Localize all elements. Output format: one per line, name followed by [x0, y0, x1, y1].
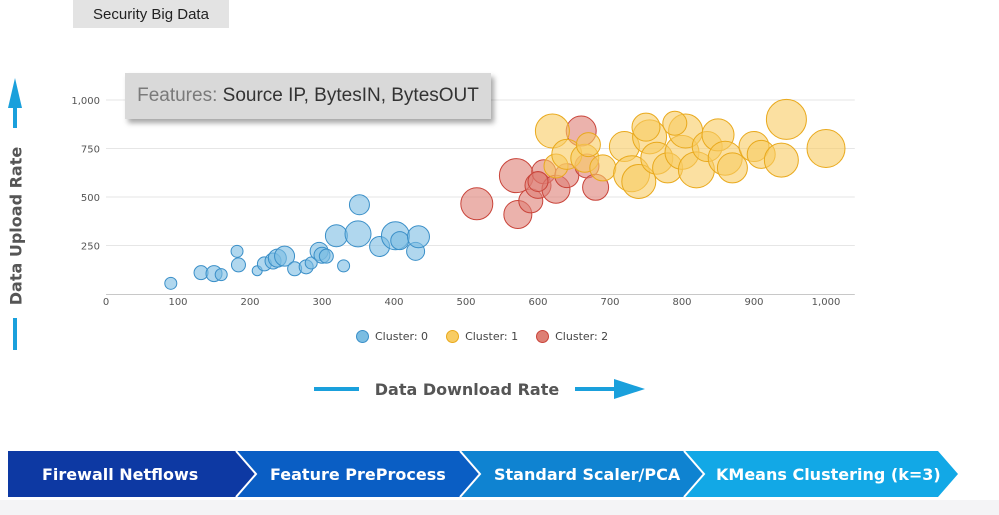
x-tick-label-5: 500 — [456, 297, 475, 308]
bubble-cluster-0-3 — [214, 268, 228, 282]
y-tick-label-2: 750 — [81, 145, 100, 156]
chart-legend: Cluster: 0 Cluster: 1 Cluster: 2 — [356, 330, 608, 343]
bubble-cluster-0-5 — [230, 257, 246, 273]
x-axis-right-arrow-icon — [614, 379, 645, 399]
page-title: Security Big Data — [73, 0, 229, 28]
x-tick-label-8: 800 — [672, 297, 691, 308]
features-annotation: Features: Source IP, BytesIN, BytesOUT — [125, 73, 491, 119]
bubble-cluster-1-0 — [534, 113, 570, 149]
x-tick-label-9: 900 — [744, 297, 763, 308]
pipeline-arrow-3 — [460, 451, 704, 497]
bubble-cluster-1-17 — [716, 152, 748, 184]
x-tick-label-1: 100 — [168, 297, 187, 308]
pipeline-arrow-2 — [236, 451, 480, 497]
bubble-cluster-1-24 — [631, 112, 661, 142]
pipeline-step-netflows: Firewall Netflows — [42, 464, 199, 484]
legend-item-cluster-1[interactable]: Cluster: 1 — [446, 330, 518, 343]
pipeline-arrow-1 — [8, 451, 256, 497]
legend-label-cluster-0: Cluster: 0 — [375, 330, 429, 343]
bubble-cluster-0-23 — [390, 231, 410, 251]
x-tick-label-2: 200 — [240, 297, 259, 308]
bubble-cluster-0-4 — [230, 244, 244, 258]
bubble-cluster-0-16 — [318, 248, 334, 264]
bubble-cluster-1-20 — [763, 142, 799, 178]
legend-marker-cluster-1 — [446, 330, 460, 343]
x-tick-label-10: 1,000 — [812, 297, 841, 308]
bubble-cluster-1-7 — [621, 163, 657, 199]
y-tick-label-0: 250 — [81, 242, 100, 253]
bubble-cluster-0-20 — [348, 194, 370, 216]
legend-label-cluster-2: Cluster: 2 — [555, 330, 609, 343]
legend-marker-cluster-2 — [536, 330, 550, 343]
bubble-cluster-1-22 — [806, 129, 846, 168]
x-tick-label-4: 400 — [384, 297, 403, 308]
pipeline-step-scaler: Standard Scaler/PCA — [494, 464, 681, 484]
pipeline-step-kmeans: KMeans Clustering (k=3) — [716, 464, 941, 484]
x-axis-left-dash — [314, 387, 359, 391]
bubble-cluster-0-10 — [274, 245, 296, 267]
y-tick-label-3: 1,000 — [71, 96, 100, 107]
x-tick-label-6: 600 — [528, 297, 547, 308]
x-axis-arrow-shaft — [575, 387, 617, 391]
bubble-cluster-2-11 — [527, 170, 549, 192]
y-axis-title-text: Data Upload Rate — [6, 146, 26, 306]
pipeline-separator-3 — [683, 451, 706, 497]
y-axis-arrow-shaft — [13, 106, 17, 128]
bubble-cluster-0-18 — [337, 259, 351, 273]
y-axis-lower-dash — [13, 318, 17, 350]
pipeline-separator-1 — [235, 451, 258, 497]
pipeline-flow: Firewall Netflows Feature PreProcess Sta… — [8, 451, 960, 497]
legend-item-cluster-0[interactable]: Cluster: 0 — [356, 330, 428, 343]
x-axis-title: Data Download Rate — [374, 380, 560, 399]
bubble-cluster-1-23 — [575, 132, 601, 158]
y-axis-up-arrow-icon — [8, 78, 22, 108]
bubble-cluster-0-0 — [164, 276, 178, 290]
features-value: Source IP, BytesIN, BytesOUT — [222, 85, 479, 106]
legend-label-cluster-1: Cluster: 1 — [465, 330, 519, 343]
background-band — [0, 500, 999, 515]
features-key: Features: — [137, 85, 218, 106]
legend-marker-cluster-0 — [356, 330, 369, 343]
x-tick-label-3: 300 — [312, 297, 331, 308]
bubble-cluster-0-13 — [304, 256, 318, 270]
legend-item-cluster-2[interactable]: Cluster: 2 — [536, 330, 608, 343]
bubble-cluster-2-0 — [460, 187, 494, 221]
bubble-cluster-0-25 — [406, 225, 430, 249]
x-tick-label-7: 700 — [600, 297, 619, 308]
y-tick-label-1: 500 — [81, 193, 100, 204]
pipeline-step-preprocess: Feature PreProcess — [270, 464, 446, 484]
bubble-cluster-1-25 — [662, 110, 688, 136]
pipeline-arrows — [8, 451, 958, 497]
page-title-text: Security Big Data — [93, 5, 209, 23]
x-tick-label-0: 0 — [103, 297, 109, 308]
bubble-cluster-0-19 — [344, 220, 372, 248]
bubble-cluster-1-4 — [589, 154, 617, 182]
pipeline-arrow-4 — [684, 451, 958, 497]
bubble-cluster-0-17 — [324, 224, 348, 248]
bubble-cluster-1-21 — [765, 98, 807, 140]
pipeline-separator-2 — [459, 451, 482, 497]
